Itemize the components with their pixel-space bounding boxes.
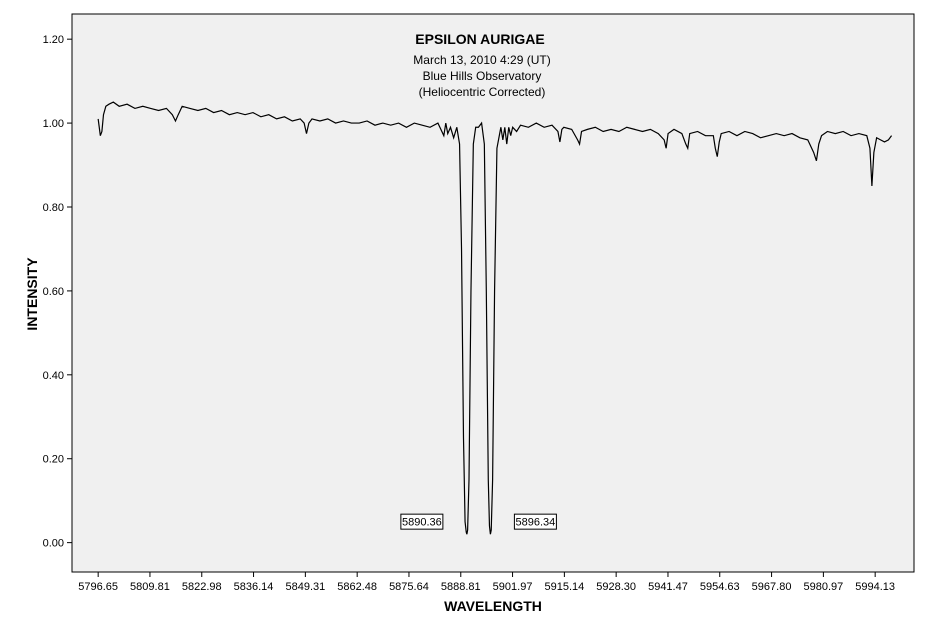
x-tick-label: 5994.13 — [855, 581, 895, 593]
y-axis: 0.00 0.20 0.40 0.60 0.80 1.00 1.20 — [43, 34, 72, 550]
x-tick-label: 5901.97 — [493, 581, 533, 593]
x-tick-label: 5967.80 — [752, 581, 792, 593]
y-tick-label: 0.80 — [43, 202, 64, 214]
chart-titles: EPSILON AURIGAE March 13, 2010 4:29 (UT)… — [413, 31, 550, 99]
chart-subtitle-line-2: Blue Hills Observatory — [423, 69, 542, 83]
annotation-label: 5890.36 — [402, 517, 442, 529]
x-tick-label: 5875.64 — [389, 581, 429, 593]
x-tick-label: 5980.97 — [804, 581, 844, 593]
chart-subtitle-line-1: March 13, 2010 4:29 (UT) — [413, 53, 550, 67]
y-tick-label: 0.20 — [43, 454, 64, 466]
annotations: 5890.36 5896.34 — [400, 513, 557, 530]
y-tick-label: 0.40 — [43, 370, 64, 382]
x-tick-label: 5941.47 — [648, 581, 688, 593]
y-tick-label: 0.00 — [43, 538, 64, 550]
x-tick-label: 5796.65 — [78, 581, 118, 593]
chart-title: EPSILON AURIGAE — [415, 31, 544, 47]
x-tick-label: 5849.31 — [285, 581, 325, 593]
annotation-label: 5896.34 — [516, 517, 556, 529]
x-tick-label: 5862.48 — [337, 581, 377, 593]
annotation-box — [513, 513, 557, 530]
x-tick-label: 5822.98 — [182, 581, 222, 593]
chart-subtitle-line-3: (Heliocentric Corrected) — [419, 85, 546, 99]
y-axis-title: INTENSITY — [24, 257, 40, 331]
x-tick-label: 5954.63 — [700, 581, 740, 593]
annotation-5896.34: 5896.34 — [513, 513, 557, 530]
x-tick-label: 5915.14 — [544, 581, 584, 593]
x-axis-title: WAVELENGTH — [444, 598, 542, 614]
x-tick-label: 5836.14 — [234, 581, 274, 593]
annotation-box — [400, 513, 444, 530]
x-tick-label: 5888.81 — [441, 581, 481, 593]
x-tick-label: 5809.81 — [130, 581, 170, 593]
y-tick-label: 0.60 — [43, 286, 64, 298]
x-tick-label: 5928.30 — [596, 581, 636, 593]
annotation-5890.36: 5890.36 — [400, 513, 444, 530]
x-axis: 5796.65 5809.81 5822.98 5836.14 5849.31 5862.… — [78, 572, 895, 593]
spectrum-line — [97, 101, 893, 535]
y-tick-label: 1.20 — [43, 34, 64, 46]
y-tick-label: 1.00 — [43, 118, 64, 130]
